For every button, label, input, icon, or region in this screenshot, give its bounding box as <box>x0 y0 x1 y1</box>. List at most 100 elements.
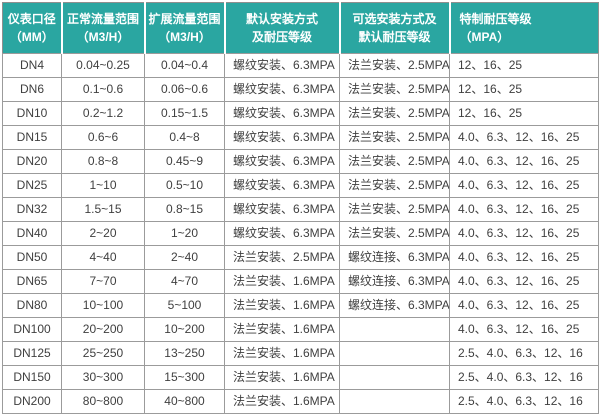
cell-normal-flow-range: 30~300 <box>61 365 145 390</box>
cell-default-install: 螺纹安装、6.3MPA <box>224 77 340 102</box>
cell-special-pressure: 4.0、6.3、12、16、25 <box>449 317 599 342</box>
cell-normal-flow-range: 4~40 <box>61 245 145 270</box>
header-row: 仪表口径 （MM） 正常流量范围 （M3/H） 扩展流量范围 （M3/H） 默认… <box>2 2 599 54</box>
cell-meter-diameter: DN100 <box>2 317 62 342</box>
cell-meter-diameter: DN10 <box>2 101 62 126</box>
header-line: 特制耐压等级 <box>459 12 532 26</box>
header-line: 正常流量范围 <box>66 12 139 26</box>
header-special-pressure: 特制耐压等级 （MPA） <box>448 2 599 54</box>
header-optional-install: 可选安装方式及 默认耐压等级 <box>338 2 450 54</box>
header-line: 仪表口径 <box>7 12 56 26</box>
cell-default-install: 螺纹安装、6.3MPA <box>224 173 340 198</box>
header-extended-flow-range: 扩展流量范围 （M3/H） <box>143 2 225 54</box>
cell-meter-diameter: DN4 <box>2 53 62 78</box>
header-normal-flow-range: 正常流量范围 （M3/H） <box>60 2 145 54</box>
table-row: DN32 1.5~15 0.8~15 螺纹安装、6.3MPA 法兰安装、2.5MPA 4.… <box>2 197 599 222</box>
cell-optional-install: 螺纹连接、6.3MPA <box>339 269 450 294</box>
cell-default-install: 法兰安装、1.6MPA <box>224 269 340 294</box>
cell-default-install: 法兰安装、1.6MPA <box>224 293 340 318</box>
header-line: 及耐压等级 <box>251 30 312 44</box>
cell-optional-install: 法兰安装、2.5MPA <box>339 149 450 174</box>
cell-normal-flow-range: 1~10 <box>61 173 145 198</box>
cell-extended-flow-range: 0.45~9 <box>144 149 225 174</box>
cell-optional-install: 法兰安装、2.5MPA <box>339 173 450 198</box>
cell-default-install: 法兰安装、1.6MPA <box>224 317 340 342</box>
table-row: DN10 0.2~1.2 0.15~1.5 螺纹安装、6.3MPA 法兰安装、2.5MP… <box>2 101 599 126</box>
table-row: DN80 10~100 5~100 法兰安装、1.6MPA 螺纹连接、6.3MPA 4.0… <box>2 293 599 318</box>
cell-special-pressure: 4.0、6.3、12、16、25 <box>449 125 599 150</box>
cell-special-pressure: 12、16、25 <box>449 77 599 102</box>
cell-default-install: 法兰安装、1.6MPA <box>224 365 340 390</box>
table-row: DN125 25~250 13~250 法兰安装、1.6MPA 2.5、4.0、6.3、… <box>2 341 599 366</box>
cell-special-pressure: 4.0、6.3、12、16、25 <box>449 149 599 174</box>
cell-normal-flow-range: 0.04~0.25 <box>61 53 145 78</box>
cell-extended-flow-range: 2~40 <box>144 245 225 270</box>
cell-meter-diameter: DN150 <box>2 365 62 390</box>
cell-default-install: 螺纹安装、6.3MPA <box>224 125 340 150</box>
cell-meter-diameter: DN50 <box>2 245 62 270</box>
cell-normal-flow-range: 2~20 <box>61 221 145 246</box>
cell-special-pressure: 4.0、6.3、12、16、25 <box>449 221 599 246</box>
cell-extended-flow-range: 4~70 <box>144 269 225 294</box>
header-line: （MM） <box>9 30 54 44</box>
cell-extended-flow-range: 0.4~8 <box>144 125 225 150</box>
cell-meter-diameter: DN40 <box>2 221 62 246</box>
table-row: DN200 80~800 40~800 法兰安装、1.6MPA 2.5、4.0、6.3、… <box>2 389 599 414</box>
table-row: DN6 0.1~0.6 0.06~0.6 螺纹安装、6.3MPA 法兰安装、2.5MPA… <box>2 77 599 102</box>
cell-default-install: 螺纹安装、6.3MPA <box>224 221 340 246</box>
cell-normal-flow-range: 0.6~6 <box>61 125 145 150</box>
cell-optional-install: 法兰安装、2.5MPA <box>339 77 450 102</box>
table-row: DN65 7~70 4~70 法兰安装、1.6MPA 螺纹连接、6.3MPA 4.0、6.… <box>2 269 599 294</box>
cell-special-pressure: 4.0、6.3、12、16、25 <box>449 197 599 222</box>
cell-meter-diameter: DN65 <box>2 269 62 294</box>
cell-optional-install <box>339 365 450 390</box>
cell-optional-install: 螺纹连接、6.3MPA <box>339 293 450 318</box>
cell-special-pressure: 4.0、6.3、12、16、25 <box>449 245 599 270</box>
cell-meter-diameter: DN25 <box>2 173 62 198</box>
table-row: DN150 30~300 15~300 法兰安装、1.6MPA 2.5、4.0、6.3、… <box>2 365 599 390</box>
table-row: DN4 0.04~0.25 0.04~0.4 螺纹安装、6.3MPA 法兰安装、2.5M… <box>2 53 599 78</box>
table-row: DN100 20~200 10~200 法兰安装、1.6MPA 4.0、6.3、12、1… <box>2 317 599 342</box>
cell-normal-flow-range: 1.5~15 <box>61 197 145 222</box>
cell-normal-flow-range: 80~800 <box>61 389 145 414</box>
header-line: （M3/H） <box>76 30 130 44</box>
cell-special-pressure: 12、16、25 <box>449 101 599 126</box>
table-row: DN50 4~40 2~40 法兰安装、2.5MPA 螺纹连接、6.3MPA 4.0、6.… <box>2 245 599 270</box>
spec-table-body: DN4 0.04~0.25 0.04~0.4 螺纹安装、6.3MPA 法兰安装、2.5M… <box>2 53 599 414</box>
cell-normal-flow-range: 0.8~8 <box>61 149 145 174</box>
cell-special-pressure: 12、16、25 <box>449 53 599 78</box>
cell-special-pressure: 4.0、6.3、12、16、25 <box>449 269 599 294</box>
cell-optional-install: 法兰安装、2.5MPA <box>339 221 450 246</box>
cell-default-install: 螺纹安装、6.3MPA <box>224 53 340 78</box>
cell-normal-flow-range: 0.1~0.6 <box>61 77 145 102</box>
cell-normal-flow-range: 10~100 <box>61 293 145 318</box>
cell-normal-flow-range: 20~200 <box>61 317 145 342</box>
cell-special-pressure: 4.0、6.3、12、16、25 <box>449 173 599 198</box>
cell-optional-install: 法兰安装、2.5MPA <box>339 53 450 78</box>
header-line: 扩展流量范围 <box>148 12 221 26</box>
cell-meter-diameter: DN80 <box>2 293 62 318</box>
cell-default-install: 螺纹安装、6.3MPA <box>224 197 340 222</box>
cell-optional-install <box>339 389 450 414</box>
header-meter-diameter: 仪表口径 （MM） <box>2 2 62 54</box>
header-line: （MPA） <box>459 30 510 44</box>
cell-special-pressure: 4.0、6.3、12、16、25 <box>449 293 599 318</box>
cell-meter-diameter: DN20 <box>2 149 62 174</box>
cell-optional-install: 螺纹连接、6.3MPA <box>339 245 450 270</box>
cell-normal-flow-range: 0.2~1.2 <box>61 101 145 126</box>
cell-default-install: 螺纹安装、6.3MPA <box>224 149 340 174</box>
cell-default-install: 法兰安装、1.6MPA <box>224 341 340 366</box>
header-default-install: 默认安装方式 及耐压等级 <box>223 2 340 54</box>
cell-meter-diameter: DN6 <box>2 77 62 102</box>
cell-meter-diameter: DN32 <box>2 197 62 222</box>
cell-optional-install <box>339 341 450 366</box>
header-line: 默认耐压等级 <box>358 30 431 44</box>
cell-extended-flow-range: 0.5~10 <box>144 173 225 198</box>
cell-optional-install <box>339 317 450 342</box>
cell-default-install: 法兰安装、2.5MPA <box>224 245 340 270</box>
cell-extended-flow-range: 40~800 <box>144 389 225 414</box>
cell-extended-flow-range: 0.06~0.6 <box>144 77 225 102</box>
cell-extended-flow-range: 5~100 <box>144 293 225 318</box>
